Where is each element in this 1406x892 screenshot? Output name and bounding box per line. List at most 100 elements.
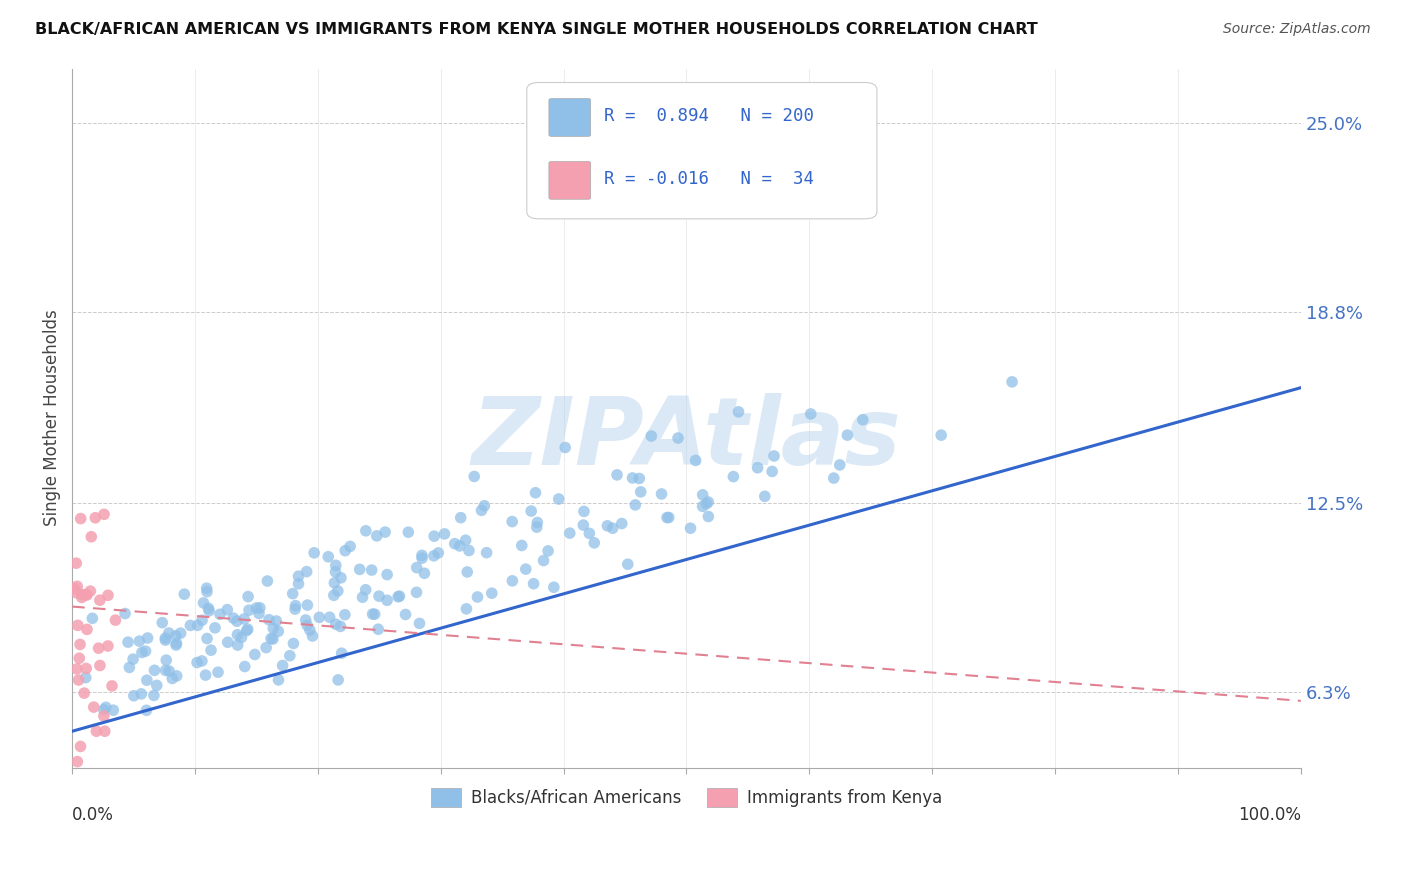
Point	[191, 654, 214, 668]
Point	[166, 636, 188, 650]
Point	[523, 576, 546, 591]
Point	[69, 739, 91, 754]
Point	[94, 724, 117, 739]
Point	[302, 546, 325, 560]
Point	[326, 583, 349, 598]
Point	[697, 509, 720, 524]
Point	[169, 626, 191, 640]
Point	[554, 441, 576, 455]
Point	[298, 623, 321, 637]
Point	[366, 529, 388, 543]
Point	[294, 613, 316, 627]
Point	[101, 679, 124, 693]
Point	[93, 709, 115, 723]
Point	[143, 663, 166, 677]
Text: ZIPAtlas: ZIPAtlas	[471, 393, 901, 485]
Point	[82, 611, 104, 625]
Point	[65, 556, 87, 570]
Point	[155, 653, 177, 667]
Point	[325, 617, 347, 632]
Point	[217, 635, 239, 649]
Point	[197, 601, 219, 615]
Point	[271, 658, 294, 673]
Point	[368, 589, 391, 603]
Point	[67, 651, 90, 665]
Point	[135, 644, 157, 658]
Point	[104, 613, 127, 627]
Point	[155, 664, 177, 678]
Point	[67, 673, 90, 687]
Point	[66, 579, 89, 593]
Point	[837, 428, 859, 442]
Point	[852, 413, 875, 427]
Point	[136, 631, 159, 645]
Point	[76, 623, 98, 637]
Point	[195, 632, 218, 646]
Text: 100.0%: 100.0%	[1237, 806, 1301, 824]
Point	[547, 491, 569, 506]
Point	[423, 529, 446, 543]
Point	[70, 588, 93, 602]
Point	[198, 604, 221, 618]
Point	[162, 672, 184, 686]
Point	[524, 485, 547, 500]
Point	[283, 636, 305, 650]
Point	[187, 618, 209, 632]
Point	[533, 553, 555, 567]
Point	[173, 587, 195, 601]
Point	[204, 621, 226, 635]
Point	[427, 546, 450, 560]
Point	[526, 516, 548, 530]
Point	[194, 668, 217, 682]
Point	[692, 488, 714, 502]
Point	[135, 703, 157, 717]
Point	[411, 549, 433, 563]
Point	[450, 510, 472, 524]
Text: 0.0%: 0.0%	[72, 806, 114, 824]
Point	[621, 471, 644, 485]
Point	[165, 629, 187, 643]
Point	[301, 629, 323, 643]
Point	[254, 640, 277, 655]
Point	[354, 582, 377, 597]
Point	[375, 567, 398, 582]
Text: R =  0.894   N = 200: R = 0.894 N = 200	[605, 107, 814, 125]
Point	[602, 521, 624, 535]
Point	[236, 590, 259, 604]
Point	[361, 607, 384, 621]
Point	[84, 510, 107, 524]
Point	[266, 614, 288, 628]
Point	[226, 628, 249, 642]
Point	[70, 591, 93, 605]
Point	[243, 648, 266, 662]
Point	[364, 607, 387, 622]
Point	[89, 658, 111, 673]
Point	[405, 585, 427, 599]
Point	[692, 500, 714, 514]
Point	[117, 635, 139, 649]
Point	[191, 613, 214, 627]
Point	[388, 589, 411, 603]
Point	[501, 574, 523, 588]
Point	[297, 598, 319, 612]
Point	[89, 593, 111, 607]
Point	[326, 673, 349, 687]
Point	[208, 607, 231, 622]
Point	[260, 632, 283, 646]
Point	[658, 510, 681, 524]
Point	[408, 616, 430, 631]
Point	[640, 429, 662, 443]
Point	[606, 467, 628, 482]
Point	[118, 660, 141, 674]
Point	[179, 618, 201, 632]
Point	[267, 624, 290, 639]
Point	[322, 588, 344, 602]
Point	[454, 533, 477, 548]
Point	[754, 489, 776, 503]
Point	[339, 540, 361, 554]
Point	[651, 487, 673, 501]
Point	[186, 656, 208, 670]
Point	[66, 755, 89, 769]
FancyBboxPatch shape	[548, 99, 591, 136]
Point	[630, 484, 652, 499]
